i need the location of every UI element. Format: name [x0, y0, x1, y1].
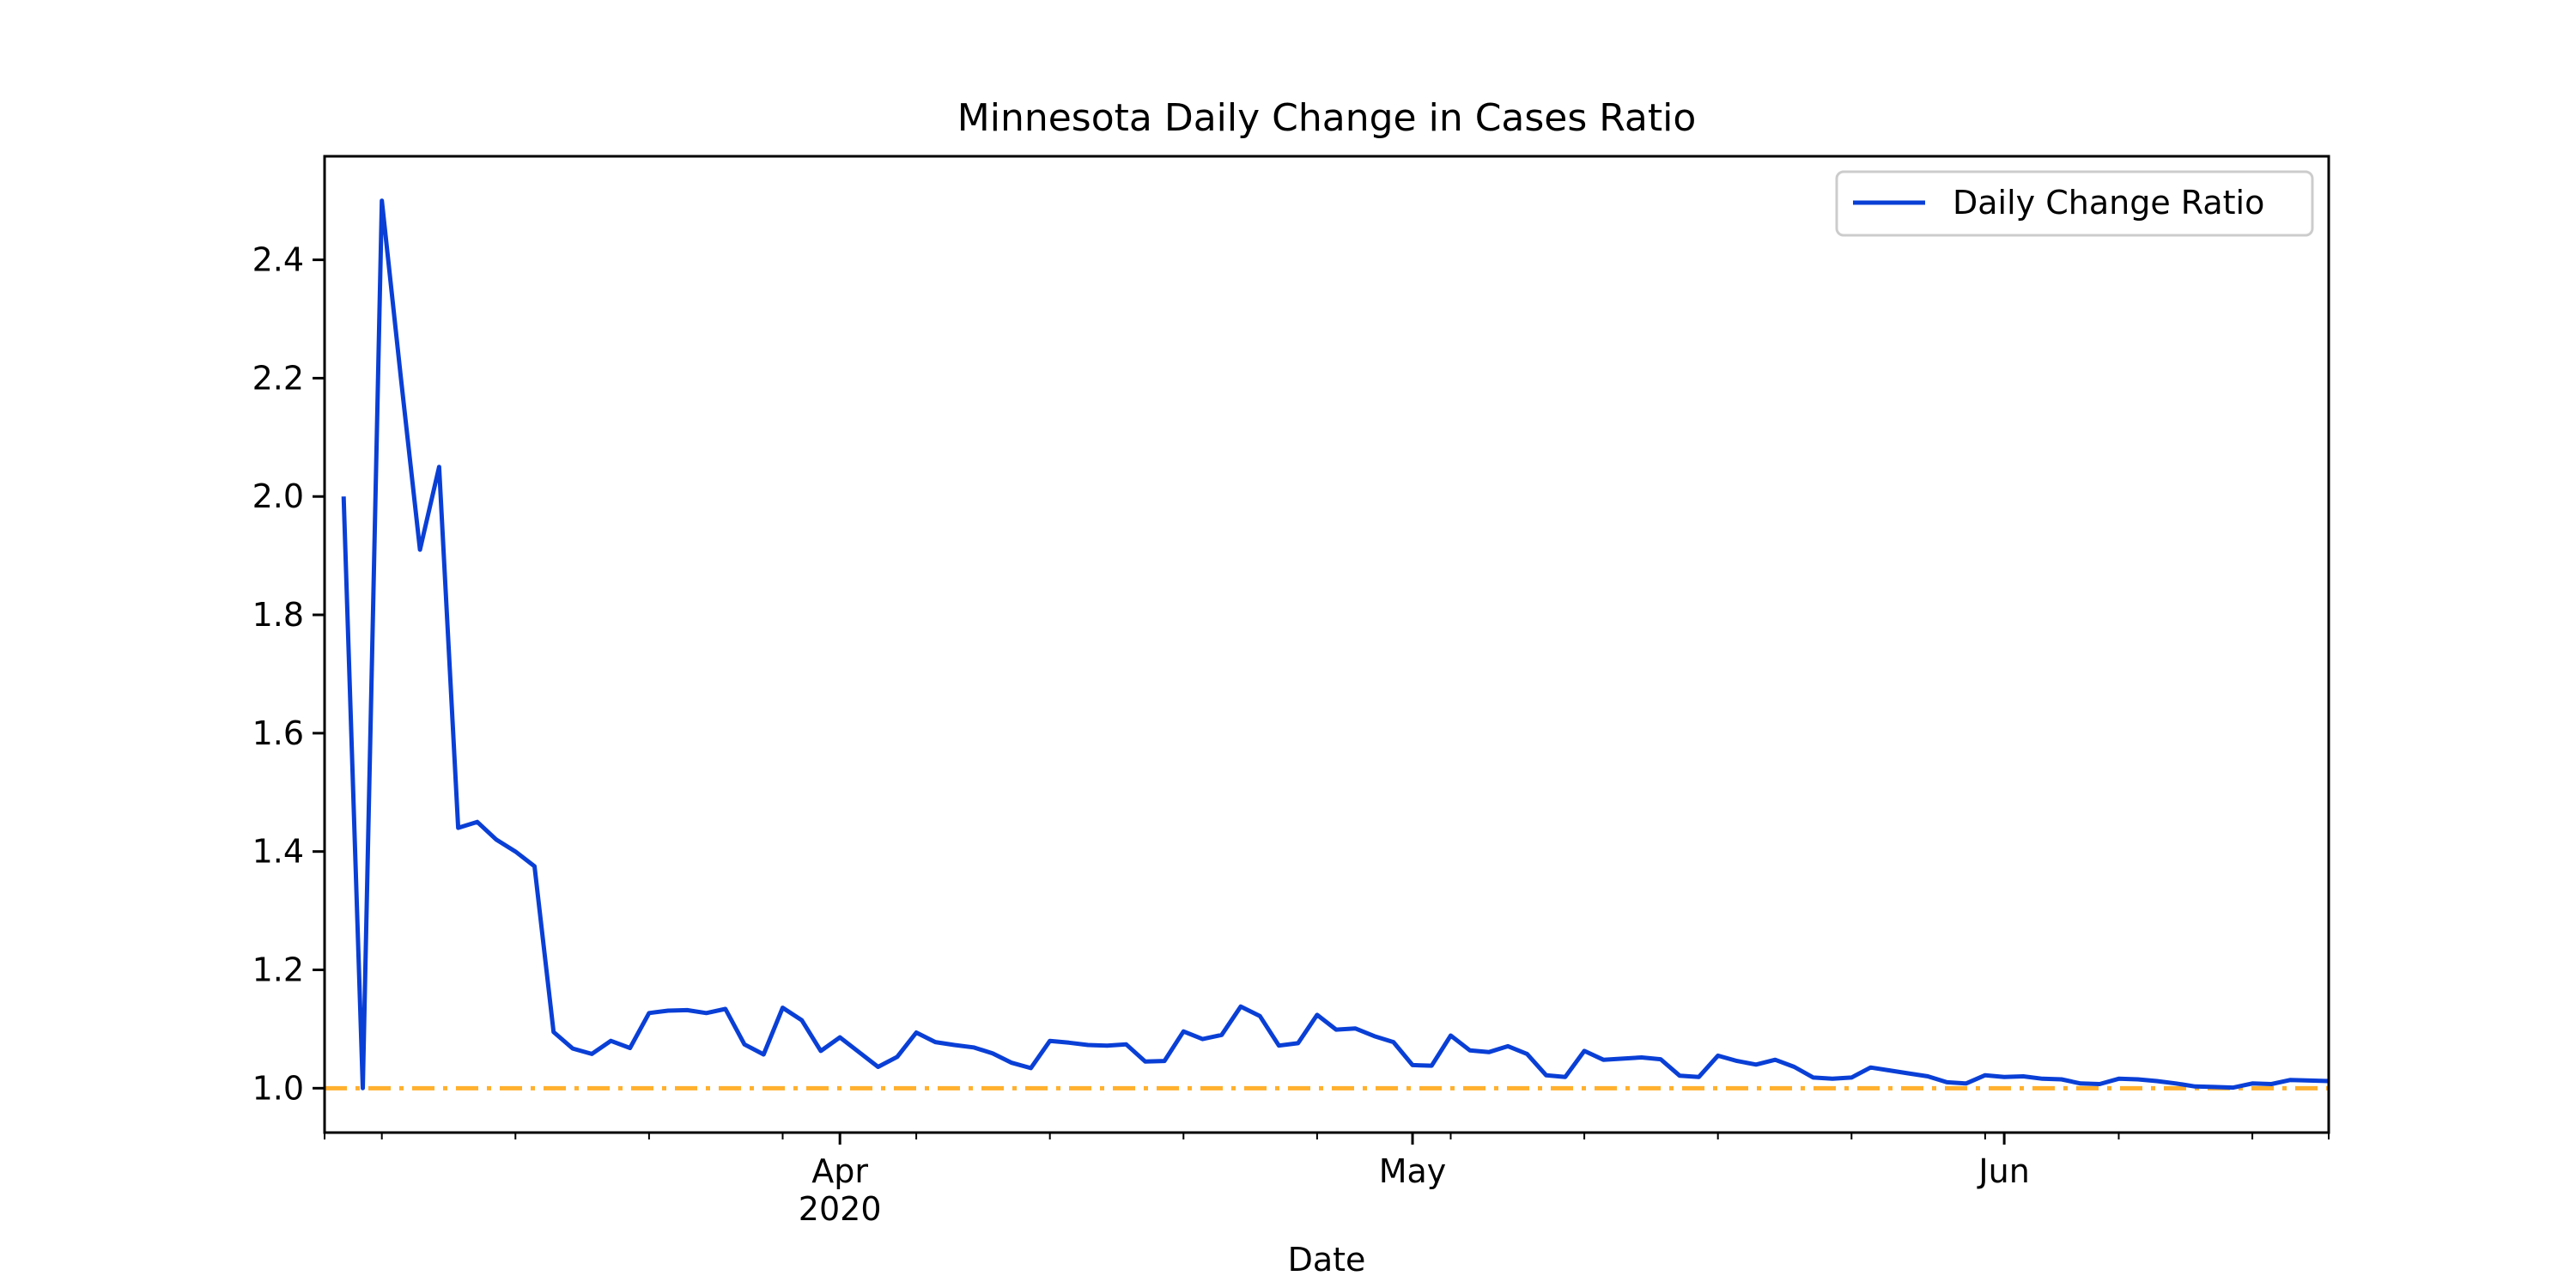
legend-series-label: Daily Change Ratio [1953, 184, 2264, 222]
y-tick-label: 2.2 [252, 359, 304, 397]
x-tick-label: Jun [1977, 1152, 2029, 1190]
series-line-daily-change-ratio [341, 198, 2330, 1091]
x-tick-label: May [1379, 1152, 1447, 1190]
x-tick-label: Apr [811, 1152, 868, 1190]
legend: Daily Change Ratio [1835, 170, 2314, 237]
chart-title: Minnesota Daily Change in Cases Ratio [957, 96, 1697, 140]
y-tick-label: 1.2 [252, 951, 304, 989]
axes-frame [323, 155, 2330, 1134]
x-axis-label: Date [1288, 1241, 1366, 1279]
y-tick-label: 1.0 [252, 1069, 304, 1107]
x-tick-sublabel: 2020 [799, 1190, 882, 1228]
y-tick-label: 1.4 [252, 833, 304, 871]
y-tick-label: 2.0 [252, 477, 304, 515]
legend-box [1835, 170, 2314, 237]
y-tick-label: 2.4 [252, 241, 304, 279]
series-layer [341, 198, 2330, 1091]
y-axis: 1.0 1.2 1.4 1.6 1.8 2.0 2.2 2.4 [252, 241, 325, 1107]
y-tick-label: 1.6 [252, 714, 304, 752]
y-tick-label: 1.8 [252, 596, 304, 634]
